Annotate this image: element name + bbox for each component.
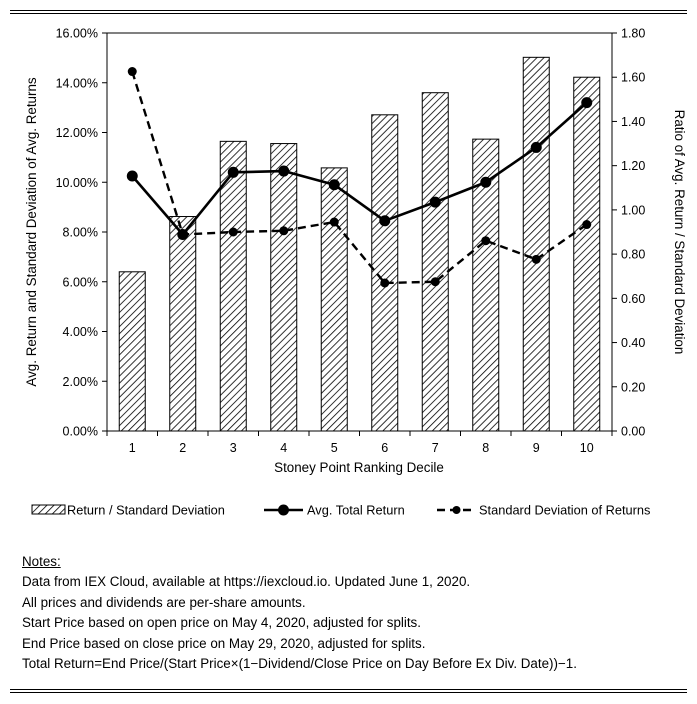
x-tick-label: 2 [179, 441, 186, 455]
y-right-tick-label: 1.20 [621, 159, 645, 173]
point-avg-total-return [278, 165, 290, 177]
line-standard-deviation [131, 71, 588, 285]
x-tick-label: 4 [280, 441, 287, 455]
y-axis-right-label: Ratio of Avg. Return / Standard Deviatio… [672, 110, 687, 355]
notes: Notes: Data from IEX Cloud, available at… [22, 552, 577, 674]
y-axis-left-label: Avg. Return and Standard Deviation of Av… [24, 77, 39, 386]
point-standard-deviation [531, 254, 541, 264]
notes-heading: Notes: [22, 554, 61, 569]
y-right-tick-label: 1.00 [621, 203, 645, 217]
bar-series [118, 56, 601, 432]
y-left-tick-label: 16.00% [56, 27, 98, 41]
bar [472, 138, 500, 432]
y-right-tick-label: 0.80 [621, 248, 645, 262]
notes-line: End Price based on close price on May 29… [22, 635, 426, 651]
bar [573, 76, 601, 432]
y-left-tick-label: 0.00% [63, 425, 98, 439]
axes: 0.00% 2.00% 4.00% 6.00% 8.00% 10.00% 12.00% 14.… [56, 27, 646, 456]
point-avg-total-return [379, 215, 391, 227]
x-tick-label: 1 [129, 441, 136, 455]
x-tick-label: 5 [331, 441, 338, 455]
legend-marker-avg [278, 504, 289, 516]
y-left-tick-label: 4.00% [63, 325, 98, 339]
point-avg-total-return [581, 97, 593, 109]
y-right-tick-label: 0.00 [621, 425, 645, 439]
point-avg-total-return [530, 141, 542, 153]
x-tick-label: 6 [381, 441, 388, 455]
x-tick-label: 10 [580, 441, 594, 455]
y-right-tick-label: 1.40 [621, 115, 645, 129]
y-right-tick-label: 1.80 [621, 27, 645, 41]
point-standard-deviation [329, 217, 339, 227]
point-standard-deviation [481, 236, 491, 246]
chart: 0.00% 2.00% 4.00% 6.00% 8.00% 10.00% 12.00% 14.… [24, 27, 687, 518]
top-rule-outer [10, 10, 687, 11]
x-tick-label: 7 [432, 441, 439, 455]
y-left-tick-label: 2.00% [63, 375, 98, 389]
y-right-tick-label: 0.40 [621, 336, 645, 350]
legend-swatch-bars [31, 504, 66, 515]
point-standard-deviation [582, 220, 592, 230]
bar [320, 167, 348, 432]
x-tick-label: 3 [230, 441, 237, 455]
point-standard-deviation [178, 229, 188, 239]
bar [421, 92, 449, 432]
y-right-tick-label: 0.60 [621, 292, 645, 306]
x-tick-label: 9 [533, 441, 540, 455]
x-axis-label: Stoney Point Ranking Decile [274, 460, 444, 475]
point-avg-total-return [480, 176, 492, 188]
bottom-rule-inner [10, 689, 687, 690]
y-right-tick-label: 1.60 [621, 71, 645, 85]
notes-line: All prices and dividends are per-share a… [22, 594, 306, 610]
legend-label-sd: Standard Deviation of Returns [479, 503, 650, 518]
point-avg-total-return [126, 170, 138, 182]
bar [371, 114, 399, 432]
point-avg-total-return [227, 166, 239, 178]
legend-label-avg: Avg. Total Return [307, 503, 405, 518]
bar [522, 56, 550, 432]
line-avg-total-return [131, 101, 588, 236]
point-avg-total-return [328, 179, 340, 191]
point-standard-deviation [127, 67, 137, 77]
notes-line: Start Price based on open price on May 4… [22, 615, 421, 631]
notes-line: Total Return=End Price/(Start Price×(1−D… [22, 656, 577, 672]
legend-marker-sd [452, 506, 461, 514]
notes-line: Data from IEX Cloud, available at https:… [22, 574, 471, 590]
top-rule-inner [10, 13, 687, 14]
point-standard-deviation [380, 278, 390, 288]
point-standard-deviation [430, 277, 440, 287]
legend-label-bars: Return / Standard Deviation [67, 503, 225, 518]
bar [169, 216, 197, 432]
point-standard-deviation [228, 227, 238, 237]
line-series [126, 67, 593, 288]
y-right-tick-label: 0.20 [621, 380, 645, 394]
y-left-tick-label: 14.00% [56, 76, 98, 90]
bottom-rule-outer [10, 692, 687, 693]
bar [118, 271, 146, 432]
bar [219, 140, 247, 432]
y-left-tick-label: 12.00% [56, 126, 98, 140]
y-left-tick-label: 8.00% [63, 226, 98, 240]
point-avg-total-return [429, 196, 441, 208]
y-left-tick-label: 6.00% [63, 275, 98, 289]
x-tick-label: 8 [482, 441, 489, 455]
y-left-tick-label: 10.00% [56, 176, 98, 190]
bar [270, 143, 298, 432]
legend: Return / Standard Deviation Avg. Total Re… [31, 503, 650, 518]
point-standard-deviation [279, 226, 289, 236]
